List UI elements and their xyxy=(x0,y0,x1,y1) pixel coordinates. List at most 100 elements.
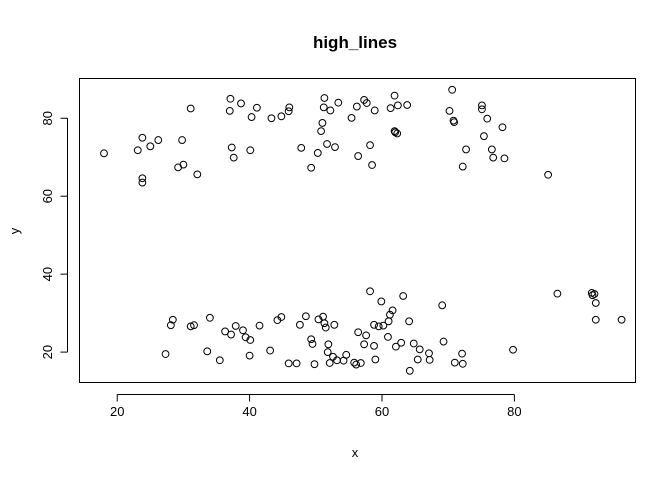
data-point xyxy=(307,335,316,344)
data-point xyxy=(409,339,418,348)
data-point xyxy=(285,103,294,112)
data-point xyxy=(377,297,386,306)
data-point xyxy=(186,322,195,331)
data-point xyxy=(310,360,319,369)
data-point xyxy=(308,340,317,348)
data-point xyxy=(255,321,264,330)
data-point xyxy=(448,85,457,94)
data-point xyxy=(319,103,328,112)
data-point xyxy=(186,104,195,113)
data-point xyxy=(241,333,250,342)
data-point xyxy=(205,313,214,322)
data-point xyxy=(284,359,293,368)
data-point xyxy=(403,101,412,109)
x-tick-label: 20 xyxy=(110,404,124,419)
data-point xyxy=(478,105,486,114)
data-point xyxy=(246,146,255,155)
data-point xyxy=(307,163,316,172)
data-point xyxy=(301,312,310,321)
data-point xyxy=(352,102,361,111)
data-point xyxy=(237,99,245,108)
data-point xyxy=(489,153,498,162)
x-axis: 20 40 60 80 xyxy=(110,394,522,419)
y-tick-label: 20 xyxy=(40,345,55,359)
data-point xyxy=(384,333,392,341)
data-point xyxy=(226,94,235,103)
x-tick-label: 80 xyxy=(507,404,521,419)
data-point xyxy=(362,99,371,107)
data-point xyxy=(368,161,376,169)
data-point xyxy=(138,174,147,183)
data-point xyxy=(225,106,234,115)
data-point xyxy=(374,322,383,331)
data-point xyxy=(100,149,108,158)
data-point xyxy=(354,328,363,337)
data-point xyxy=(366,141,374,150)
data-point xyxy=(318,119,327,127)
data-point xyxy=(617,315,626,324)
y-tick-label: 40 xyxy=(40,267,55,281)
data-point xyxy=(347,113,356,122)
data-point xyxy=(391,128,400,137)
data-point xyxy=(393,101,402,110)
data-point xyxy=(480,132,488,141)
data-point xyxy=(438,301,447,310)
data-point xyxy=(399,292,408,300)
data-point xyxy=(138,178,147,187)
data-point xyxy=(133,146,142,155)
data-point xyxy=(323,140,331,148)
data-point xyxy=(509,345,517,354)
data-point xyxy=(591,299,600,307)
data-point xyxy=(445,106,454,115)
data-point xyxy=(483,114,492,123)
data-point xyxy=(320,94,329,102)
data-point xyxy=(247,113,256,121)
y-tick-label: 80 xyxy=(40,111,55,125)
data-point xyxy=(366,287,374,296)
data-point xyxy=(384,317,393,326)
data-point xyxy=(413,355,422,364)
data-point xyxy=(362,331,371,340)
data-point xyxy=(405,317,414,326)
data-point xyxy=(297,143,306,152)
data-point xyxy=(179,160,188,169)
data-point xyxy=(425,349,433,358)
y-axis: 20 40 60 80 xyxy=(40,111,68,359)
data-point xyxy=(393,129,402,138)
data-point xyxy=(168,315,177,324)
data-point xyxy=(277,112,286,121)
data-point xyxy=(215,356,224,365)
data-point xyxy=(203,347,212,356)
data-point xyxy=(386,310,394,319)
data-point xyxy=(370,106,379,115)
data-point xyxy=(334,98,343,107)
plot-area xyxy=(79,78,636,383)
data-point xyxy=(553,289,562,298)
data-point xyxy=(352,360,361,369)
data-point xyxy=(450,358,459,367)
data-point xyxy=(321,323,330,332)
data-point xyxy=(324,340,333,349)
y-axis-label: y xyxy=(7,227,22,234)
data-point xyxy=(178,136,186,144)
data-point xyxy=(591,315,600,324)
data-point xyxy=(342,350,351,359)
data-point xyxy=(323,348,332,357)
data-point xyxy=(245,351,254,360)
data-point xyxy=(320,319,329,328)
x-tick-label: 40 xyxy=(242,404,256,419)
data-point xyxy=(458,162,467,171)
data-point xyxy=(370,341,378,350)
data-point xyxy=(284,107,293,116)
chart-title: high_lines xyxy=(313,33,397,52)
data-points xyxy=(100,85,626,375)
data-point xyxy=(390,91,399,100)
data-point xyxy=(227,330,235,339)
y-tick-label: 60 xyxy=(40,189,55,203)
data-point xyxy=(277,313,286,321)
data-point xyxy=(458,349,466,358)
data-point xyxy=(267,114,276,123)
data-point xyxy=(450,118,459,127)
data-point xyxy=(146,142,155,151)
data-point xyxy=(193,170,202,179)
